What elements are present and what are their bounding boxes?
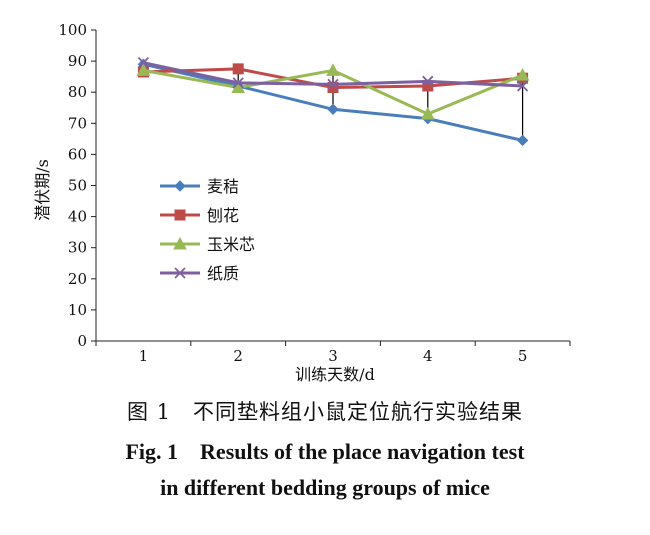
data-point-triangle bbox=[420, 106, 435, 120]
data-point-diamond bbox=[174, 180, 186, 192]
data-point-x bbox=[137, 57, 150, 69]
data-point-x bbox=[174, 267, 186, 279]
legend-label: 玉米芯 bbox=[207, 235, 255, 254]
x-tick-label: 4 bbox=[423, 347, 433, 365]
line-chart: 0 10 20 30 40 50 60 70 80 90 100 1 2 3 4 5 麦秸刨花玉米芯纸质 潜伏… bbox=[33, 21, 571, 384]
data-point-square bbox=[232, 63, 244, 75]
figure-caption-english-line1: Fig. 1 Results of the place navigation t… bbox=[125, 439, 525, 464]
y-tick-label: 70 bbox=[68, 114, 87, 132]
data-point-diamond bbox=[327, 103, 339, 116]
y-tick-label: 20 bbox=[68, 270, 87, 288]
figure-caption-chinese: 图 1 不同垫料组小鼠定位航行实验结果 bbox=[126, 400, 524, 424]
data-point-square bbox=[174, 209, 186, 221]
x-tick-label: 3 bbox=[328, 347, 338, 365]
x-marker-stroke bbox=[516, 80, 529, 92]
y-tick-label: 100 bbox=[58, 21, 87, 39]
legend-item: 麦秸 bbox=[160, 177, 239, 196]
series-4 bbox=[137, 57, 529, 92]
data-point-triangle bbox=[173, 236, 187, 250]
data-point-x bbox=[327, 78, 339, 91]
data-point-triangle bbox=[515, 68, 530, 81]
data-point-triangle bbox=[136, 63, 151, 76]
legend-item: 玉米芯 bbox=[160, 235, 255, 254]
legend-label: 纸质 bbox=[207, 264, 239, 283]
legend-label: 麦秸 bbox=[207, 177, 239, 196]
y-tick-label: 90 bbox=[68, 52, 87, 70]
x-marker-stroke bbox=[422, 75, 434, 87]
y-tick-label: 30 bbox=[68, 239, 87, 257]
x-marker-stroke bbox=[327, 78, 339, 91]
y-tick-label: 10 bbox=[68, 301, 87, 319]
data-point-triangle bbox=[326, 63, 340, 76]
x-tick-label: 2 bbox=[233, 347, 243, 365]
data-point-x bbox=[232, 77, 244, 89]
y-axis-title: 潜伏期/s bbox=[33, 159, 52, 221]
data-point-square bbox=[327, 82, 339, 94]
legend-label: 刨花 bbox=[207, 206, 239, 225]
y-tick-label: 40 bbox=[68, 208, 87, 226]
x-tick-label: 1 bbox=[139, 347, 149, 365]
series-3 bbox=[136, 63, 530, 120]
y-tick-label: 80 bbox=[68, 83, 87, 101]
data-point-x bbox=[516, 80, 529, 92]
legend-item: 刨花 bbox=[160, 206, 239, 225]
legend-item: 纸质 bbox=[160, 264, 239, 283]
series-lines bbox=[136, 57, 530, 147]
y-tick-label: 60 bbox=[68, 145, 87, 163]
x-marker-stroke bbox=[232, 77, 244, 89]
y-tick-label: 0 bbox=[77, 332, 87, 350]
x-axis-title: 训练天数/d bbox=[295, 365, 375, 384]
x-tick-label: 5 bbox=[518, 347, 528, 365]
chart-axes: 0 10 20 30 40 50 60 70 80 90 100 1 2 3 4 5 bbox=[58, 21, 571, 365]
data-point-x bbox=[422, 75, 434, 87]
x-marker-stroke bbox=[137, 57, 150, 69]
x-marker-stroke bbox=[174, 267, 186, 279]
y-tick-label: 50 bbox=[68, 177, 87, 195]
data-point-diamond bbox=[516, 134, 529, 147]
figure-caption-english-line2: in different bedding groups of mice bbox=[160, 475, 490, 500]
